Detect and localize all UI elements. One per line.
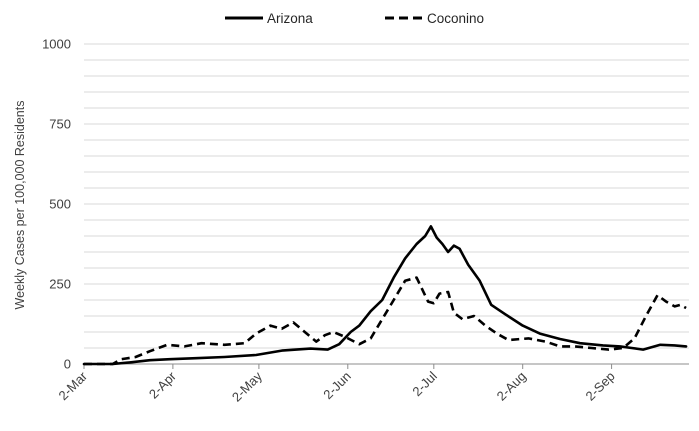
- y-tick-label: 250: [49, 277, 71, 292]
- x-axis-ticks: 2-Mar 2-Apr 2-May 2-Jun 2-Jul 2-Aug 2-Sep: [56, 364, 618, 405]
- legend: Arizona Coconino: [225, 11, 484, 26]
- x-tick-label: 2-Mar: [56, 368, 91, 403]
- series-line-coconino: [84, 276, 687, 366]
- x-tick-label: 2-Jun: [320, 369, 354, 403]
- series-group: [82, 225, 688, 366]
- x-tick-label: 2-May: [229, 368, 265, 404]
- legend-label-coconino: Coconino: [427, 11, 484, 26]
- x-tick-label: 2-Aug: [494, 369, 529, 404]
- gridlines: [84, 43, 689, 365]
- y-tick-label: 1000: [42, 37, 71, 52]
- y-tick-label: 0: [64, 357, 71, 372]
- y-axis-ticks: 0 250 500 750 1000: [42, 37, 71, 372]
- legend-label-arizona: Arizona: [267, 11, 313, 26]
- x-tick-label: 2-Sep: [583, 369, 618, 404]
- y-tick-label: 500: [49, 197, 71, 212]
- y-axis-label: Weekly Cases per 100,000 Residents: [13, 101, 27, 310]
- x-tick-label: 2-Jul: [409, 368, 440, 399]
- y-tick-label: 750: [49, 117, 71, 132]
- series-line-arizona: [82, 225, 688, 366]
- x-tick-label: 2-Apr: [146, 368, 180, 402]
